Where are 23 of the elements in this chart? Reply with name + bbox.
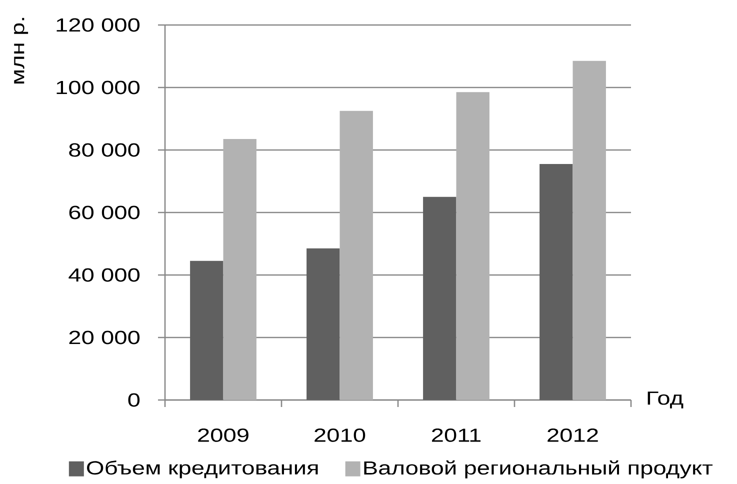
bar [340, 110, 373, 400]
bar [223, 139, 256, 400]
bar [190, 260, 224, 400]
x-tick-label: 2011 [432, 428, 481, 442]
x-tick-label: 2009 [198, 428, 248, 442]
x-tick-label: 2010 [314, 428, 366, 442]
y-tick-label: 60 000 [69, 206, 140, 220]
y-tick-label: 20 000 [69, 330, 140, 344]
y-tick-label: 80 000 [69, 143, 140, 157]
legend-label: Объем кредитования [87, 460, 318, 478]
y-tick-label: 100 000 [56, 80, 140, 94]
bar [456, 92, 490, 400]
y-tick-label: 40 000 [68, 268, 140, 282]
bar [306, 248, 340, 400]
y-tick-label: 120 000 [56, 18, 140, 32]
y-tick-label: 0 [128, 393, 140, 407]
x-axis-title: Год [648, 392, 684, 408]
bar [423, 196, 456, 400]
bar [572, 60, 606, 400]
legend-label: Валовой региональный продукт [364, 460, 713, 478]
bar [540, 164, 573, 400]
x-tick-label: 2012 [548, 428, 598, 442]
y-axis-title: млн р. [14, 18, 28, 84]
